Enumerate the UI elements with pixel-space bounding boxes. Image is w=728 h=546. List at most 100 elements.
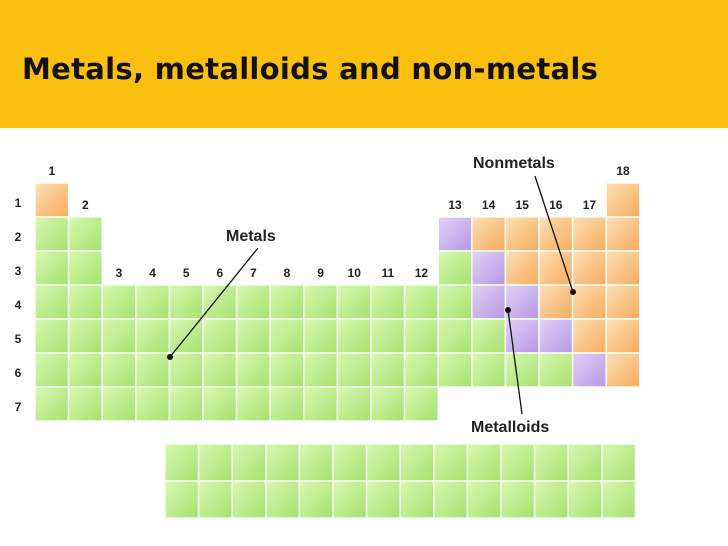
nonmetal-cell xyxy=(538,284,574,320)
group-number: 17 xyxy=(583,198,597,212)
metal-cell xyxy=(231,480,267,519)
period-number: 1 xyxy=(15,196,22,210)
metal-cell xyxy=(500,443,536,482)
metal-cell xyxy=(466,480,502,519)
metal-cell xyxy=(135,386,171,422)
metal-cell xyxy=(370,386,406,422)
metal-cell xyxy=(235,284,271,320)
nonmetal-cell xyxy=(504,250,540,286)
metal-cell xyxy=(303,352,339,388)
metal-cell xyxy=(67,352,103,388)
group-number: 8 xyxy=(284,266,291,280)
metal-cell xyxy=(399,480,435,519)
metal-cell xyxy=(303,318,339,354)
header-bar: Metals, metalloids and non-metals xyxy=(0,0,728,128)
group-number: 14 xyxy=(482,198,496,212)
group-number: 3 xyxy=(116,266,123,280)
metalloid-cell xyxy=(471,250,507,286)
metal-cell xyxy=(336,318,372,354)
group-number: 10 xyxy=(348,266,362,280)
metal-cell xyxy=(101,284,137,320)
metal-cell xyxy=(34,352,70,388)
metalloid-cell xyxy=(571,352,607,388)
metal-cell xyxy=(231,443,267,482)
metal-cell xyxy=(298,443,334,482)
nonmetal-cell xyxy=(605,352,641,388)
metal-cell xyxy=(567,443,603,482)
metal-cell xyxy=(437,318,473,354)
metal-cell xyxy=(332,443,368,482)
metal-cell xyxy=(336,386,372,422)
metal-cell xyxy=(101,352,137,388)
group-number: 2 xyxy=(82,198,89,212)
metal-cell xyxy=(504,352,540,388)
period-number: 4 xyxy=(15,298,22,312)
metal-cell xyxy=(164,480,200,519)
metal-cell xyxy=(336,352,372,388)
metal-cell xyxy=(403,386,439,422)
group-number: 1 xyxy=(48,164,55,178)
metal-cell xyxy=(567,480,603,519)
metal-cell xyxy=(269,284,305,320)
group-number: 12 xyxy=(415,266,429,280)
metal-cell xyxy=(298,480,334,519)
nonmetal-cell xyxy=(571,250,607,286)
metal-cell xyxy=(370,318,406,354)
metal-cell xyxy=(269,352,305,388)
metal-cell xyxy=(135,352,171,388)
metal-cell xyxy=(365,443,401,482)
metal-cell xyxy=(269,318,305,354)
group-number: 4 xyxy=(149,266,156,280)
nonmetal-cell xyxy=(605,250,641,286)
pointer-line xyxy=(534,175,574,293)
metal-cell xyxy=(202,352,238,388)
metal-cell xyxy=(34,386,70,422)
group-number: 6 xyxy=(216,266,223,280)
pointer-line xyxy=(169,247,259,358)
period-number: 3 xyxy=(15,264,22,278)
group-number: 16 xyxy=(549,198,563,212)
nonmetal-cell xyxy=(605,182,641,218)
metal-cell xyxy=(533,443,569,482)
metal-cell xyxy=(336,284,372,320)
metal-cell xyxy=(67,250,103,286)
metal-cell xyxy=(34,284,70,320)
metal-cell xyxy=(500,480,536,519)
pointer-dot xyxy=(505,307,511,313)
metal-cell xyxy=(101,386,137,422)
slide-title: Metals, metalloids and non-metals xyxy=(22,52,599,86)
nonmetal-cell xyxy=(538,250,574,286)
metal-cell xyxy=(399,443,435,482)
metal-cell xyxy=(202,284,238,320)
metal-cell xyxy=(168,284,204,320)
metal-cell xyxy=(365,480,401,519)
metalloid-cell xyxy=(437,216,473,252)
metal-cell xyxy=(67,386,103,422)
nonmetal-cell xyxy=(571,284,607,320)
metal-cell xyxy=(303,386,339,422)
metal-cell xyxy=(101,318,137,354)
nonmetal-cell xyxy=(504,216,540,252)
group-number: 18 xyxy=(616,164,630,178)
metal-cell xyxy=(34,318,70,354)
nonmetal-cell xyxy=(605,216,641,252)
periodic-table: Metals Nonmetals Metalloids 123 4 5 6 7 8 9 10 1… xyxy=(15,155,641,519)
pointer-dot xyxy=(167,354,173,360)
metal-cell xyxy=(34,250,70,286)
period-number: 2 xyxy=(15,230,22,244)
metal-cell xyxy=(235,386,271,422)
metalloid-cell xyxy=(471,284,507,320)
metal-cell xyxy=(437,250,473,286)
metal-cell xyxy=(533,480,569,519)
metal-cell xyxy=(403,284,439,320)
metal-cell xyxy=(538,352,574,388)
metal-cell xyxy=(235,352,271,388)
nonmetal-cell xyxy=(34,182,70,218)
metal-cell xyxy=(471,318,507,354)
metal-cell xyxy=(265,443,301,482)
metal-cell xyxy=(601,443,637,482)
metal-cell xyxy=(202,318,238,354)
period-number: 6 xyxy=(15,366,22,380)
metal-cell xyxy=(303,284,339,320)
metals-label: Metals xyxy=(226,228,276,245)
